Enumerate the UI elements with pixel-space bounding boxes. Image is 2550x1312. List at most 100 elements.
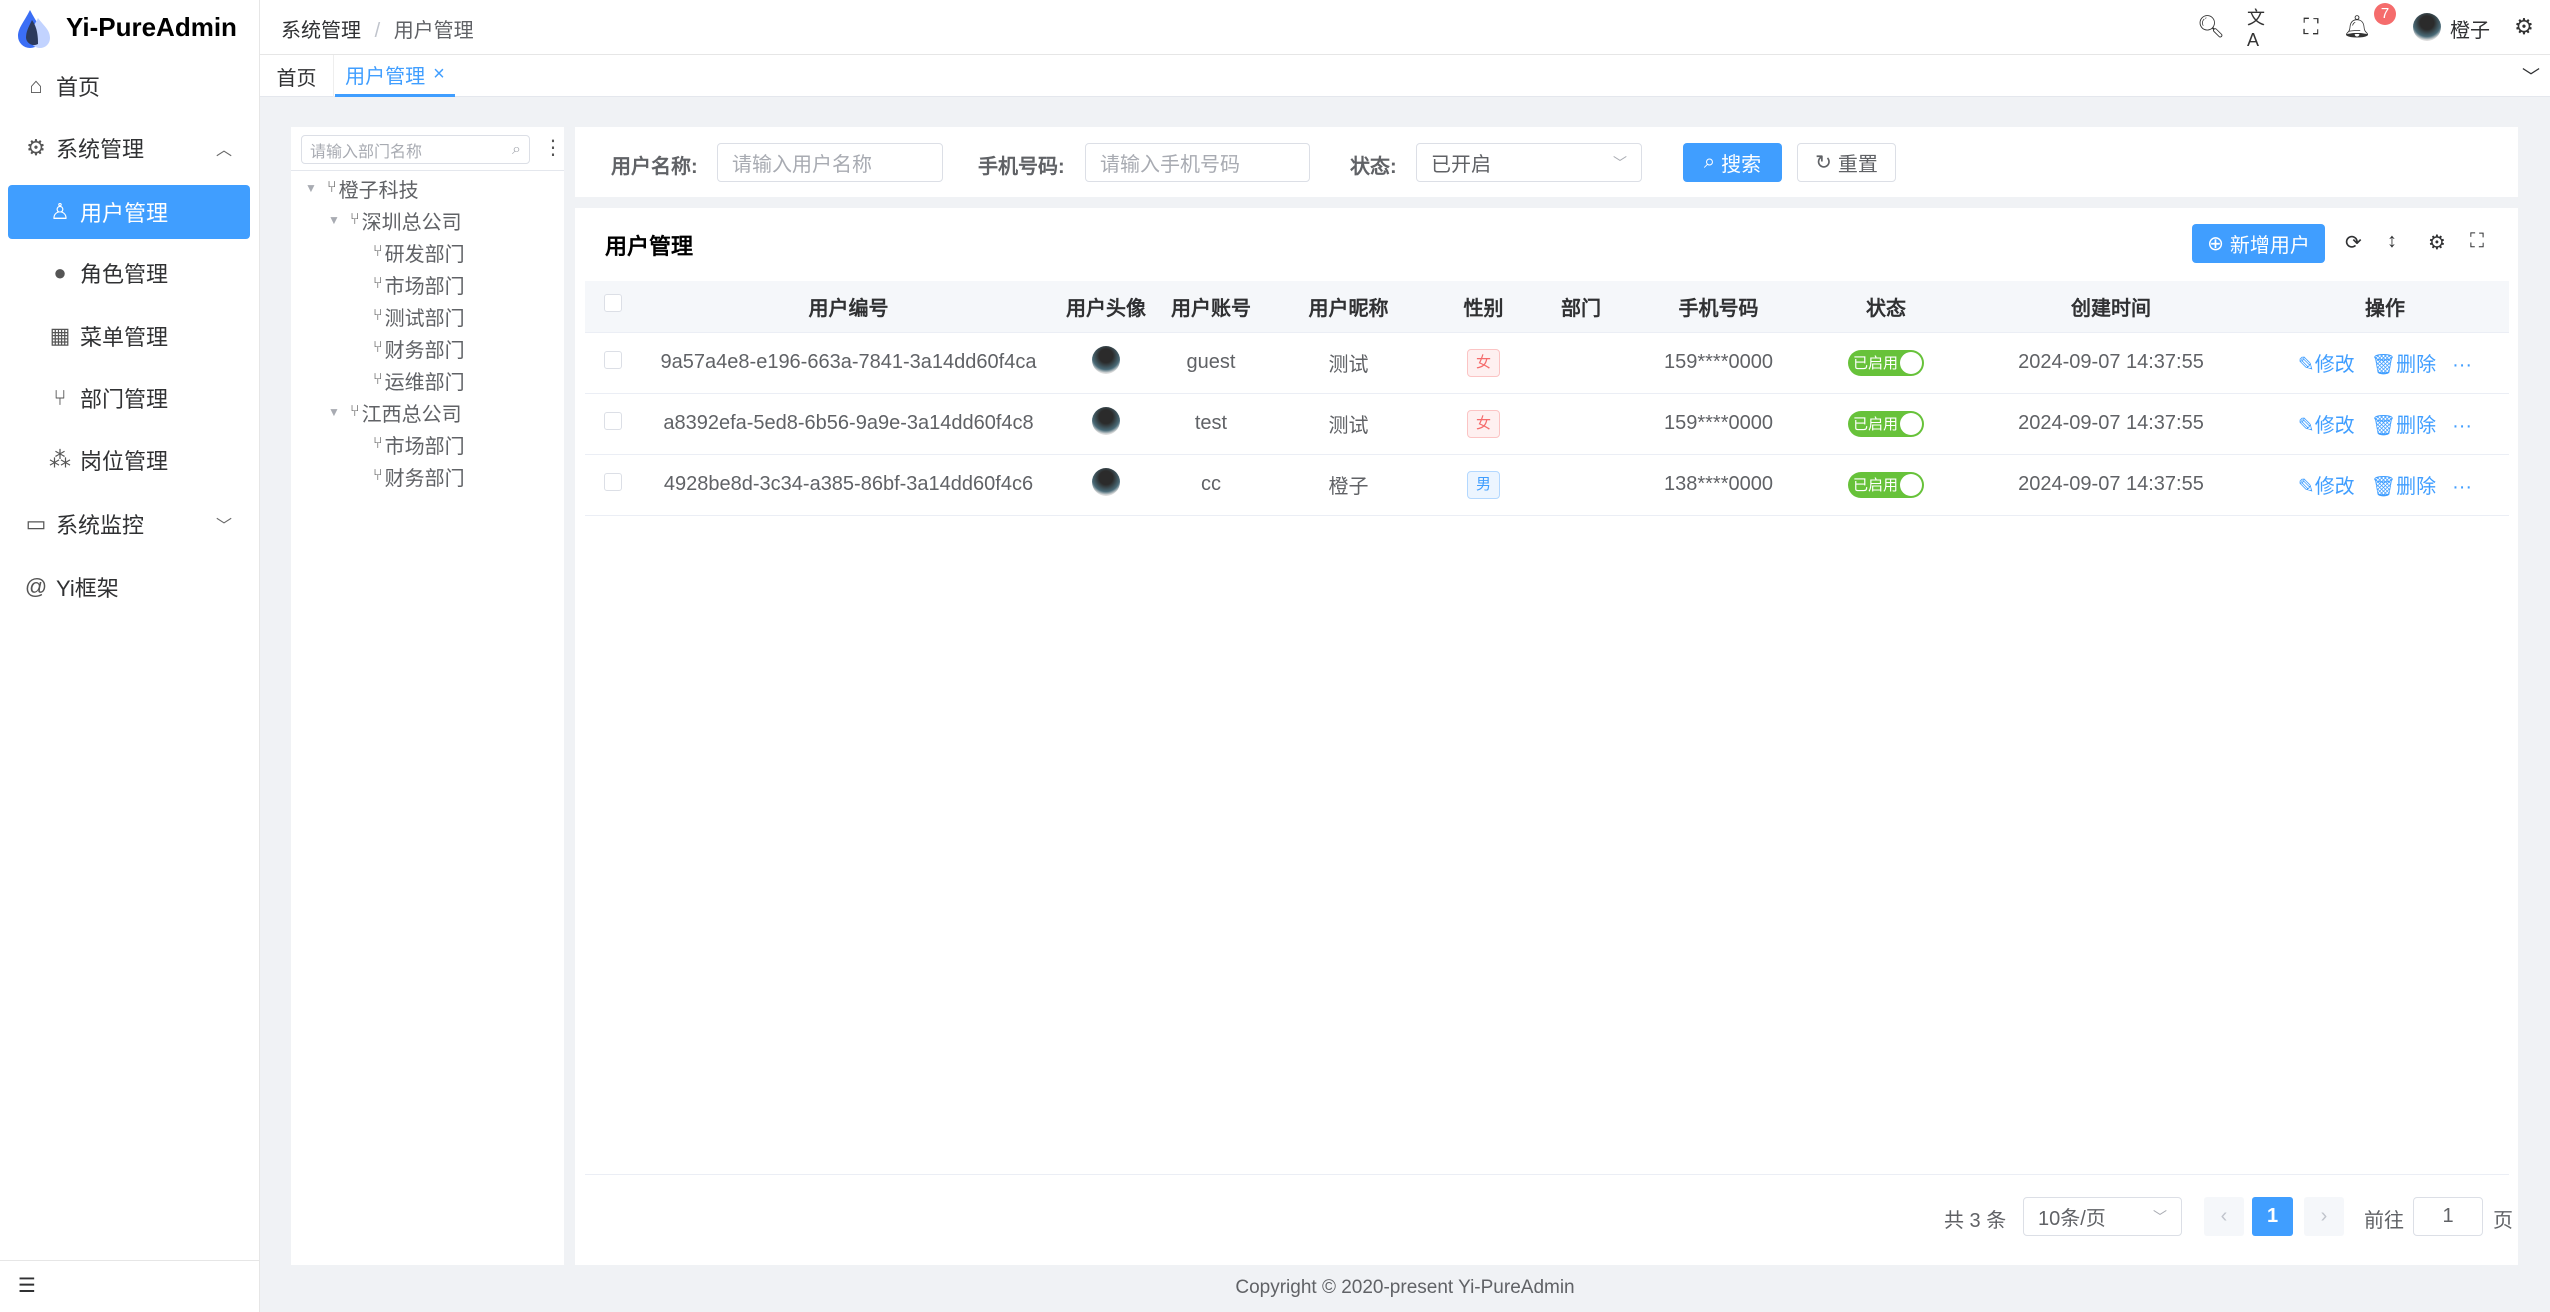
reset-button[interactable]: ↻ 重置 [1797,143,1896,182]
breadcrumb: 系统管理 / 用户管理 [281,14,474,43]
status-switch[interactable]: 已启用 [1848,471,1924,498]
page-size-select[interactable]: 10条/页 ﹀ [2023,1197,2182,1236]
add-user-button[interactable]: ⊕ 新增用户 [2192,224,2325,263]
chevron-down-icon: ﹀ [1613,154,1627,171]
user-id: a8392efa-5ed8-6b56-9a9e-3a14dd60f4c8 [641,393,1056,455]
sidebar-item-posts[interactable]: ⁂ 岗位管理 [49,447,169,474]
username[interactable]: 橙子 [2450,20,2490,42]
refresh-icon[interactable]: ⟳ [2345,232,2362,254]
row-checkbox[interactable] [585,332,641,394]
phone-label: 手机号码: [978,156,1065,178]
breadcrumb-item[interactable]: 系统管理 [281,20,361,42]
sidebar-item-monitor[interactable]: ▭ 系统监控 ﹀ [25,511,232,538]
edit-button[interactable]: ✎修改 [2297,415,2355,437]
table-title: 用户管理 [605,234,694,259]
monitor-icon: ▭ [25,511,47,536]
tab-users[interactable]: 用户管理 × [335,55,455,97]
tree-node[interactable]: ▼ ⑂ 江西总公司 [328,396,462,428]
tree-node[interactable]: ⑂ 财务部门 [351,460,465,492]
chevron-down-icon: ﹀ [215,518,232,535]
tree-node[interactable]: ⑂ 市场部门 [351,428,465,460]
edit-button[interactable]: ✎修改 [2297,354,2355,376]
search-icon[interactable]: 🔍︎ [2197,14,2225,39]
tab-home[interactable]: 首页 [260,55,334,97]
close-icon[interactable]: × [433,63,445,85]
tree-node[interactable]: ⑂ 市场部门 [351,268,465,300]
gender-cell: 女 [1431,332,1536,394]
caret-down-icon[interactable]: ▼ [328,405,340,419]
branch-icon: ⑂ [373,307,383,324]
sidebar-collapse-button[interactable]: ☰ [0,1260,260,1312]
next-page-button[interactable]: › [2304,1197,2344,1236]
settings-icon[interactable]: ⚙ [2514,14,2534,39]
delete-button[interactable]: 🗑︎删除 [2370,476,2437,498]
bell-icon[interactable]: 🔔︎ [2343,14,2371,39]
sidebar-item-system[interactable]: ⚙ 系统管理 ︿ [8,121,250,175]
column-header: 手机号码 [1626,281,1811,333]
column-header: 性别 [1431,281,1536,333]
menu-grid-icon: ▦ [49,323,71,348]
more-icon[interactable]: ··· [2452,415,2473,437]
user-avatar [1056,393,1156,455]
user-account: test [1156,393,1266,455]
more-icon[interactable]: ··· [2452,354,2473,376]
actions-cell: ✎修改 🗑︎删除 ··· [2261,454,2509,516]
refresh-icon: ↻ [1815,152,1832,174]
more-icon[interactable]: ··· [2452,476,2473,498]
table-row: a8392efa-5ed8-6b56-9a9e-3a14dd60f4c8 tes… [585,393,2509,455]
branch-icon: ⑂ [350,403,360,420]
role-icon: ● [53,260,67,285]
phone-input[interactable]: 请输入手机号码 [1085,143,1310,182]
user-account: guest [1156,332,1266,394]
status-select[interactable]: 已开启 ﹀ [1416,143,1642,182]
header: 系统管理 / 用户管理 🔍︎ 文A ⛶ 🔔︎ 7 橙子 ⚙ [260,0,2550,55]
branch-icon: ⑂ [350,211,360,228]
fullscreen-icon[interactable]: ⛶ [2470,230,2484,252]
status-switch[interactable]: 已启用 [1848,410,1924,437]
row-checkbox[interactable] [585,454,641,516]
translate-icon[interactable]: 文A [2247,7,2265,50]
tree-node[interactable]: ⑂ 研发部门 [351,236,465,268]
search-button[interactable]: ⌕ 搜索 [1683,143,1782,182]
chevron-down-icon: ﹀ [2153,1208,2167,1225]
tree-node[interactable]: ▼ ⑂ 深圳总公司 [328,204,462,236]
row-checkbox[interactable] [585,393,641,455]
fullscreen-icon[interactable]: ⛶ [2303,14,2319,39]
delete-button[interactable]: 🗑︎删除 [2370,354,2437,376]
more-vertical-icon[interactable]: ⋮ [543,137,563,159]
sidebar: Yi-PureAdmin ⌂ 首页 ⚙ 系统管理 ︿ ♙ 用户管理 ● 角色管理 ▦ 菜单管… [0,0,260,1312]
at-icon: @ [24,574,48,599]
sidebar-item-roles[interactable]: ● 角色管理 [8,246,250,300]
prev-page-button[interactable]: ‹ [2204,1197,2244,1236]
caret-down-icon[interactable]: ▼ [328,213,340,227]
branch-icon: ⑂ [373,371,383,388]
tree-node[interactable]: ⑂ 测试部门 [351,300,465,332]
tree-node[interactable]: ⑂ 运维部门 [351,364,465,396]
status-switch[interactable]: 已启用 [1848,349,1924,376]
sidebar-item-users[interactable]: ♙ 用户管理 [8,185,250,239]
goto-page-input[interactable]: 1 [2413,1197,2483,1236]
sidebar-item-home[interactable]: ⌂ 首页 [8,59,250,113]
status-label: 状态: [1350,156,1397,178]
chevron-down-icon[interactable]: ﹀ [2522,67,2540,87]
sidebar-item-yi[interactable]: @ Yi框架 [24,574,119,601]
page-1-button[interactable]: 1 [2252,1197,2293,1236]
avatar[interactable] [2413,13,2441,41]
caret-down-icon[interactable]: ▼ [305,181,317,195]
density-icon[interactable]: ↕ [2387,230,2397,252]
column-header: 操作 [2261,281,2509,333]
sidebar-item-menus[interactable]: ▦ 菜单管理 [49,323,169,350]
tree-node[interactable]: ⑂ 财务部门 [351,332,465,364]
sidebar-item-depts[interactable]: ⑂ 部门管理 [8,371,250,425]
gender-tag: 男 [1466,470,1500,499]
dept-search-input[interactable]: 请输入部门名称 ⌕ [301,135,530,164]
column-header: 状态 [1811,281,1961,333]
edit-button[interactable]: ✎修改 [2297,476,2355,498]
delete-button[interactable]: 🗑︎删除 [2370,415,2437,437]
actions-cell: ✎修改 🗑︎删除 ··· [2261,332,2509,394]
tree-node[interactable]: ▼ ⑂ 橙子科技 [305,172,419,204]
username-input[interactable]: 请输入用户名称 [717,143,943,182]
select-all-checkbox[interactable] [585,281,641,333]
column-settings-icon[interactable]: ⚙ [2428,232,2446,254]
breadcrumb-item: 用户管理 [393,20,474,42]
